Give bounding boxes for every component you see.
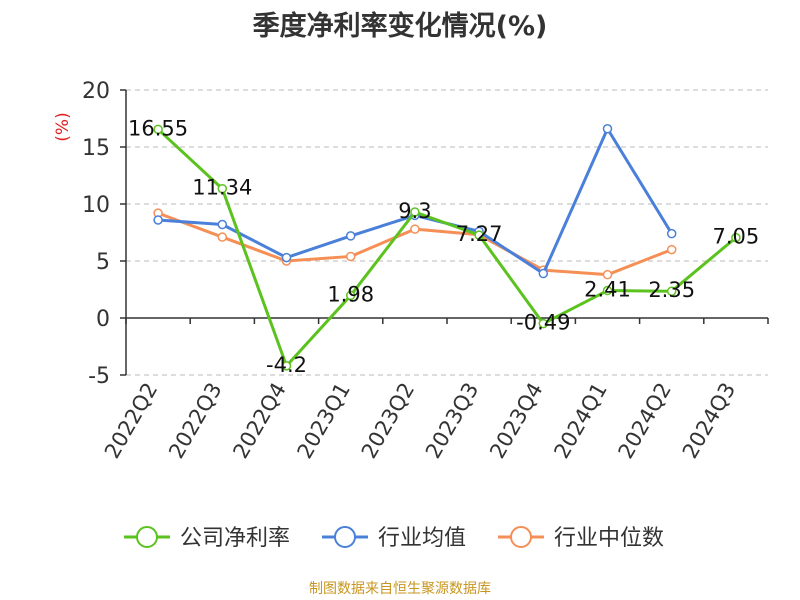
data-point	[281, 252, 292, 263]
source-note: 制图数据来自恒生聚源数据库	[309, 581, 491, 597]
data-point	[666, 228, 677, 239]
series-line-0	[157, 128, 737, 368]
data-point	[281, 361, 292, 371]
legend-item-1: 行业均值	[322, 526, 466, 551]
data-point	[217, 219, 228, 230]
y-tick-label: 10	[82, 193, 110, 218]
x-tick-label: 2022Q4	[228, 379, 290, 463]
data-label: 7.05	[713, 225, 760, 249]
legend-label: 行业中位数	[554, 526, 664, 551]
y-tick-label: 20	[82, 79, 110, 104]
data-point	[217, 232, 228, 242]
data-point	[410, 207, 420, 217]
x-tick-label: 2023Q3	[421, 378, 483, 462]
data-point	[345, 231, 356, 241]
data-point	[602, 269, 613, 280]
data-label: -4.2	[266, 353, 307, 377]
data-point	[410, 224, 420, 234]
x-tick-label: 2022Q3	[164, 379, 226, 463]
legend-label: 行业均值	[378, 526, 466, 551]
data-label: 9.3	[398, 199, 431, 223]
data-point	[153, 215, 163, 225]
y-tick-label: -5	[88, 364, 110, 389]
data-point	[666, 286, 677, 296]
legend: 公司净利率 行业均值 行业中位数	[124, 526, 664, 551]
x-tick-label: 2023Q1	[293, 379, 355, 463]
x-tick-label: 2024Q3	[678, 379, 740, 463]
data-label: 11.34	[192, 176, 252, 200]
data-point	[345, 251, 356, 262]
series-lines	[153, 124, 741, 371]
data-label: 16.55	[128, 116, 188, 140]
legend-marker	[510, 526, 532, 548]
x-tick-label: 2023Q4	[485, 379, 547, 463]
legend-item-2: 行业中位数	[498, 526, 664, 551]
y-tick-label: 5	[96, 250, 110, 275]
data-label: 2.41	[584, 278, 631, 302]
data-point	[474, 230, 484, 240]
data-point	[217, 183, 228, 194]
x-tick-label: 2024Q2	[614, 379, 676, 463]
y-tick-label: 15	[82, 136, 110, 161]
data-label: 1.98	[327, 282, 374, 306]
y-axis-label: (%)	[53, 112, 73, 141]
y-tick-label: 0	[96, 307, 110, 332]
chart-title: 季度净利率变化情况(%)	[252, 11, 548, 42]
data-point	[153, 124, 163, 135]
legend-marker	[334, 526, 356, 548]
data-label: 2.35	[648, 278, 695, 302]
x-tick-label: 2024Q1	[549, 379, 611, 463]
data-label: 7.27	[456, 222, 503, 246]
data-point	[538, 318, 549, 329]
data-labels: 16.55 11.34 -4.2 1.98 9.3 7.27 -0.49 2.41 2.35 7.…	[128, 116, 759, 377]
data-point	[666, 244, 677, 255]
data-point	[602, 285, 613, 296]
data-point	[602, 124, 613, 134]
legend-marker	[136, 526, 158, 548]
legend-item-0: 公司净利率	[124, 526, 290, 551]
data-label: -0.49	[516, 311, 570, 335]
x-tick-label: 2022Q2	[100, 379, 162, 463]
data-point	[345, 290, 356, 301]
data-point	[538, 268, 549, 279]
legend-label: 公司净利率	[180, 526, 290, 551]
x-tick-label: 2023Q2	[357, 379, 419, 463]
data-point	[731, 232, 741, 243]
